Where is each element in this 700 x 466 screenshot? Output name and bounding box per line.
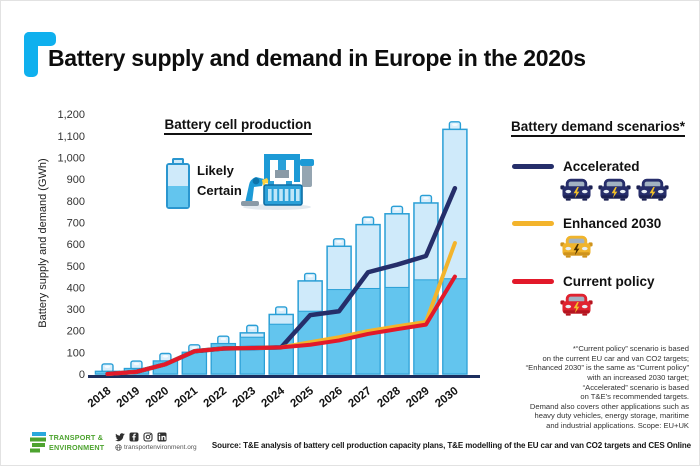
ev-car-icon <box>636 178 669 201</box>
ev-car-icon <box>598 178 631 201</box>
bar-cap-inner <box>220 337 227 341</box>
footnote-line: on the current EU car and van CO2 target… <box>542 353 689 363</box>
x-tick-label: 2024 <box>259 385 287 411</box>
y-tick-label: 500 <box>67 261 85 273</box>
bar-cap-inner <box>452 123 458 126</box>
production-legend: Battery cell production Likely Certain <box>149 117 327 210</box>
te-name-line1: TRANSPORT & <box>49 433 104 442</box>
ev-car-icon <box>560 293 593 316</box>
x-tick-label: 2021 <box>173 385 201 411</box>
y-tick-label: 400 <box>67 282 85 294</box>
website-text: transportenvironment.org <box>124 444 197 451</box>
factory-robot-illustration <box>241 154 314 210</box>
facebook-icon[interactable] <box>129 432 139 442</box>
y-axis-title: Battery supply and demand (GWh) <box>37 158 49 328</box>
bar-certain-2030 <box>442 278 468 375</box>
footnote-line: with an increased 2030 target; <box>587 372 689 382</box>
demand-scenarios-panel: Battery demand scenarios* Accelerated <box>504 119 692 316</box>
te-corner-logo <box>24 32 56 77</box>
battery-certain-half <box>168 186 188 207</box>
bar-cap-inner <box>162 355 169 358</box>
scenario-footnote: *“Current policy” scenario is based on t… <box>417 344 689 431</box>
bar-cap-inner <box>191 346 198 349</box>
y-tick-label: 0 <box>79 369 85 381</box>
y-tick-label: 700 <box>67 217 85 229</box>
footnote-line: heavy duty vehicles, energy storage, mar… <box>534 411 689 421</box>
footnote-line: and industrial applications. Scope: EU+U… <box>546 421 689 431</box>
bar-cap-inner <box>394 207 400 211</box>
x-tick-label: 2025 <box>288 385 316 411</box>
scenario-row-current: Current policy <box>512 274 655 289</box>
twitter-icon[interactable] <box>115 432 125 442</box>
x-tick-label: 2023 <box>231 385 259 410</box>
scenario-row-accelerated: Accelerated <box>512 159 640 174</box>
ev-car-icon <box>560 178 593 201</box>
scenario-label-enhanced: Enhanced 2030 <box>563 216 662 231</box>
y-tick-label: 200 <box>67 326 85 338</box>
footnote-line: “Enhanced 2030” is the same as “Current … <box>525 363 689 373</box>
x-tick-label: 2026 <box>317 385 345 410</box>
bar-cap-inner <box>104 365 111 369</box>
te-footer-logo <box>30 432 46 453</box>
legend-label-likely: Likely <box>197 163 234 178</box>
y-tick-label: 600 <box>67 239 85 251</box>
y-tick-label: 800 <box>67 196 85 208</box>
demand-scenarios-title: Battery demand scenarios* <box>504 119 692 137</box>
enhanced-cars <box>560 234 593 259</box>
accelerated-line-swatch <box>512 164 554 169</box>
legend-label-certain: Certain <box>197 183 242 198</box>
bar-cap-inner <box>423 196 429 200</box>
current-line-swatch <box>512 279 554 284</box>
bar-cap-inner <box>249 326 256 330</box>
current-cars <box>560 292 593 317</box>
x-tick-label: 2022 <box>202 385 230 410</box>
instagram-icon[interactable] <box>143 432 153 442</box>
bar-cap-inner <box>278 308 285 312</box>
footnote-line: *“Current policy” scenario is based <box>572 344 689 353</box>
accelerated-cars <box>560 177 669 202</box>
social-icons <box>115 432 167 442</box>
te-footer-name: TRANSPORT & ENVIRONMENT <box>49 433 104 452</box>
bar-cap-inner <box>133 362 140 366</box>
scenario-label-accelerated: Accelerated <box>563 159 640 174</box>
battery-legend-nub <box>172 158 184 165</box>
y-tick-label: 100 <box>67 347 85 359</box>
footnote-line: Demand also covers other applications su… <box>529 401 689 411</box>
te-name-line2: ENVIRONMENT <box>49 442 105 452</box>
x-tick-label: 2028 <box>375 385 403 411</box>
y-tick-label: 300 <box>67 304 85 316</box>
bar-certain-2023 <box>239 336 265 375</box>
globe-icon <box>115 444 122 451</box>
y-tick-label: 900 <box>67 174 85 186</box>
bar-cap-inner <box>365 218 371 222</box>
scenario-label-current: Current policy <box>563 274 655 289</box>
x-tick-label: 2018 <box>86 385 114 411</box>
battery-legend-icon <box>166 163 190 209</box>
line-current-policy <box>105 274 457 376</box>
x-tick-label: 2020 <box>144 385 172 410</box>
linkedin-icon[interactable] <box>157 432 167 442</box>
x-tick-label: 2019 <box>115 385 143 410</box>
bar-cap-inner <box>336 240 342 243</box>
bar-cap-inner <box>307 274 313 278</box>
page-title: Battery supply and demand in Europe in t… <box>48 45 586 71</box>
x-tick-label: 2027 <box>346 385 374 410</box>
footnote-line: on T&E’s recommended targets. <box>580 392 689 402</box>
source-attribution: Source: T&E analysis of battery cell pro… <box>211 441 691 450</box>
y-tick-label: 1,000 <box>57 153 85 165</box>
scenario-row-enhanced: Enhanced 2030 <box>512 216 661 231</box>
y-tick-label: 1,200 <box>57 109 85 121</box>
footnote-line: “Accelerated” scenario is based <box>582 382 689 392</box>
production-legend-title: Battery cell production <box>149 117 327 135</box>
y-tick-label: 1,100 <box>57 131 85 143</box>
enhanced-line-swatch <box>512 221 554 226</box>
website-link[interactable]: transportenvironment.org <box>115 444 197 451</box>
battery-likely-half <box>168 165 188 186</box>
ev-car-icon <box>560 235 593 258</box>
